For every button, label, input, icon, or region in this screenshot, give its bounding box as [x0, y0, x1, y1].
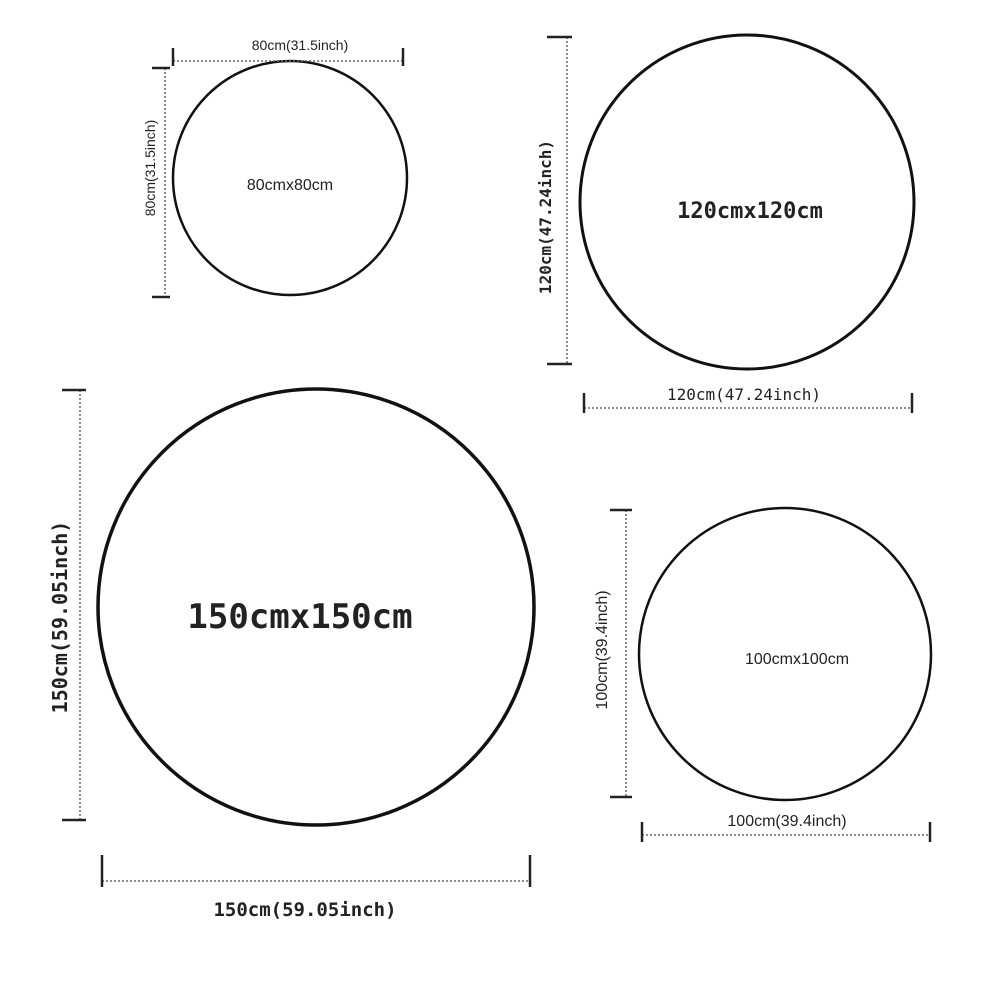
circle-100-height-label: 100cm(39.4inch): [594, 590, 611, 709]
circle-120-height-label: 120cm(47.24inch): [536, 140, 555, 294]
circle-80-width-label: 80cm(31.5inch): [252, 37, 349, 53]
circle-120: [578, 33, 916, 371]
circle-80-label: 80cmx80cm: [247, 177, 333, 194]
circle-100-label: 100cmx100cm: [745, 651, 849, 668]
circle-80-height-label: 80cm(31.5inch): [142, 120, 158, 217]
circle-120-label: 120cmx120cm: [677, 199, 823, 224]
circle-80-group: 80cmx80cm 80cm(31.5inch) 80cm(31.5inch): [142, 37, 409, 299]
circle-100-group: 100cmx100cm 100cm(39.4inch) 100cm(39.4in…: [594, 506, 933, 842]
circle-150-label: 150cmx150cm: [187, 597, 412, 637]
circle-150-width-label: 150cm(59.05inch): [213, 899, 396, 921]
circle-100-width-label: 100cm(39.4inch): [727, 813, 846, 830]
circle-150-height-label: 150cm(59.05inch): [48, 521, 72, 714]
circle-120-group: 120cmx120cm 120cm(47.24inch) 120cm(47.24…: [536, 33, 916, 413]
circle-120-width-label: 120cm(47.24inch): [667, 385, 821, 404]
circle-100: [637, 506, 933, 802]
circle-150: [96, 387, 536, 827]
circle-150-group: 150cmx150cm 150cm(59.05inch) 150cm(59.05…: [48, 387, 536, 921]
